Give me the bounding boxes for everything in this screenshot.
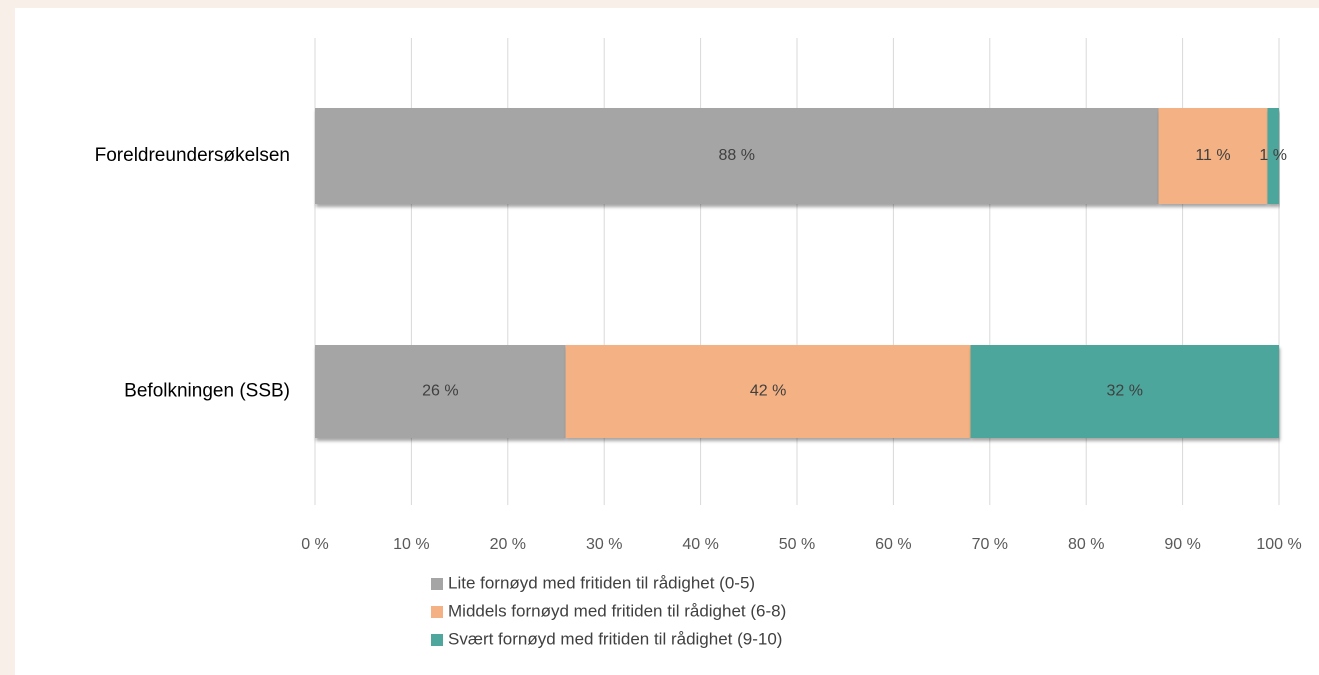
legend-label: Middels fornøyd med fritiden til rådighe… bbox=[448, 601, 786, 620]
bar-segment bbox=[970, 345, 1279, 438]
value-label: 32 % bbox=[1107, 383, 1143, 400]
bar-segment bbox=[1158, 108, 1268, 204]
x-tick-label: 60 % bbox=[875, 536, 911, 553]
x-tick-label: 0 % bbox=[301, 536, 329, 553]
value-label: 42 % bbox=[750, 383, 786, 400]
value-label: 1 % bbox=[1259, 147, 1287, 164]
x-tick-label: 100 % bbox=[1256, 536, 1301, 553]
x-tick-label: 70 % bbox=[972, 536, 1008, 553]
value-label: 11 % bbox=[1195, 147, 1230, 164]
x-tick-label: 40 % bbox=[682, 536, 718, 553]
category-label: Foreldreundersøkelsen bbox=[95, 145, 290, 166]
x-tick-label: 50 % bbox=[779, 536, 815, 553]
bar-segment bbox=[565, 345, 971, 438]
legend-label: Svært fornøyd med fritiden til rådighet … bbox=[448, 629, 782, 648]
bar-segment bbox=[315, 345, 566, 438]
x-tick-label: 30 % bbox=[586, 536, 622, 553]
bar-segment bbox=[315, 108, 1159, 204]
legend-swatch bbox=[431, 606, 443, 618]
x-tick-label: 20 % bbox=[490, 536, 526, 553]
x-tick-label: 10 % bbox=[393, 536, 429, 553]
legend-swatch bbox=[431, 634, 443, 646]
value-label: 26 % bbox=[422, 383, 458, 400]
category-label: Befolkningen (SSB) bbox=[124, 381, 290, 402]
bar-segment bbox=[1267, 108, 1279, 204]
value-label: 88 % bbox=[719, 147, 755, 164]
x-tick-label: 90 % bbox=[1164, 536, 1200, 553]
legend-label: Lite fornøyd med fritiden til rådighet (… bbox=[448, 573, 755, 592]
x-tick-label: 80 % bbox=[1068, 536, 1104, 553]
legend-swatch bbox=[431, 578, 443, 590]
